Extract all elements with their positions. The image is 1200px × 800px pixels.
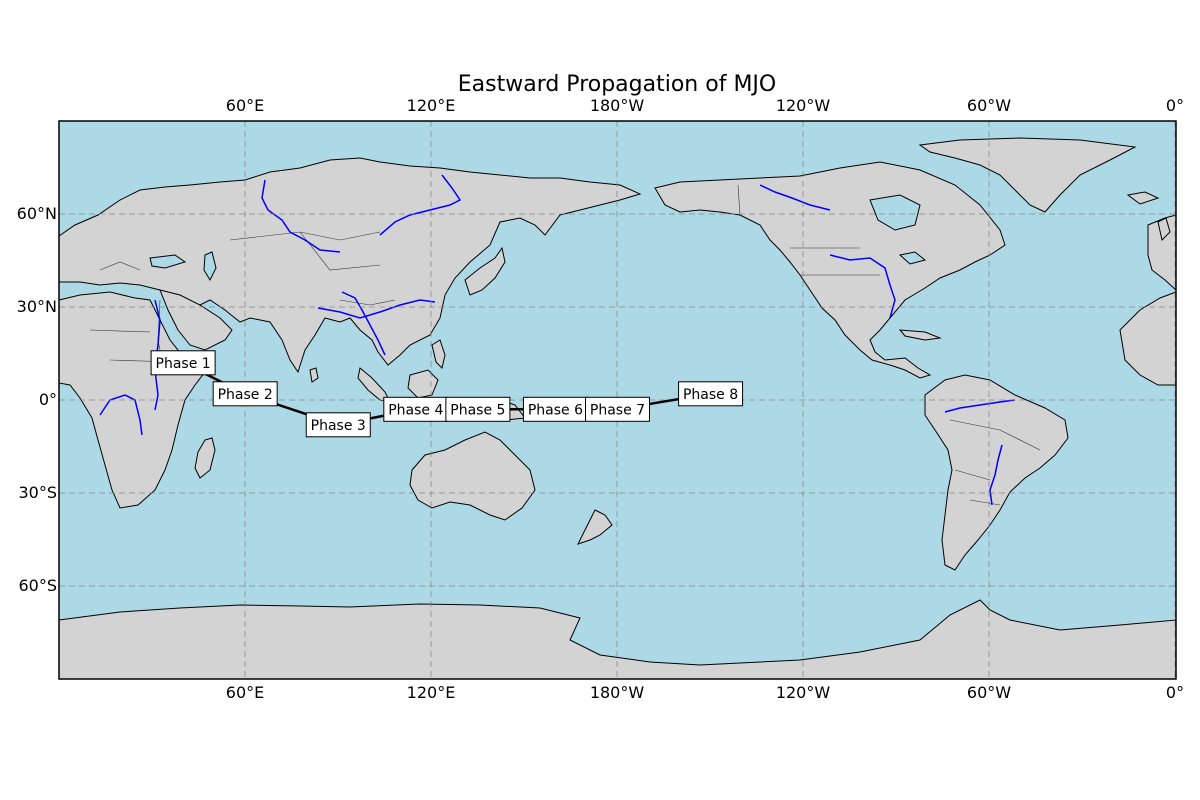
europe-west-edge <box>1147 214 1177 292</box>
lon-tick-top: 180°W <box>590 96 645 115</box>
mjo-phase-label-box <box>305 412 371 438</box>
philippines <box>431 339 446 369</box>
mjo-phase-label: Phase 8 <box>678 381 744 407</box>
hudson-bay <box>869 194 921 231</box>
mjo-phase-labels: Phase 1 Phase 2 Phase 3 Phase 4 Phase 5 Phase… <box>150 350 744 438</box>
mjo-phase-label-text: Phase 1 <box>156 356 211 372</box>
mjo-phase-label: Phase 4 <box>383 396 449 422</box>
caspian-sea <box>203 251 217 282</box>
mjo-phase-label-box <box>522 396 588 422</box>
map-panel <box>58 120 1177 680</box>
cuba <box>898 329 942 341</box>
new-zealand <box>577 509 613 545</box>
mjo-phase-label-text: Phase 8 <box>683 387 738 403</box>
south-america <box>924 374 1069 571</box>
arabia <box>159 289 233 351</box>
rivers <box>99 174 1016 506</box>
greenland <box>918 137 1137 213</box>
mississippi-river <box>829 254 896 319</box>
lon-tick-top: 60°E <box>226 96 264 115</box>
black-sea <box>149 254 187 269</box>
mjo-phase-label-text: Phase 2 <box>218 387 273 403</box>
ganges-river <box>341 291 386 356</box>
map-title: Eastward Propagation of MJO <box>458 72 776 97</box>
lon-tick-bottom: 0° <box>1166 683 1184 702</box>
mjo-phase-label-box <box>585 396 650 422</box>
amazon-river <box>944 399 1016 413</box>
mjo-phase-label: Phase 5 <box>445 396 511 422</box>
lon-tick-top: 120°E <box>407 96 456 115</box>
mjo-phase-label: Phase 6 <box>522 396 588 422</box>
sri-lanka <box>309 367 319 383</box>
lon-tick-top: 60°W <box>967 96 1011 115</box>
lon-tick-bottom: 180°W <box>590 683 645 702</box>
mjo-phase-label-text: Phase 7 <box>590 402 645 418</box>
iceland <box>1126 191 1160 205</box>
siberian-river-1 <box>261 179 341 253</box>
map-border <box>58 120 1177 680</box>
mjo-phase-label: Phase 7 <box>585 396 650 422</box>
lat-tick: 30°S <box>18 483 57 502</box>
mjo-phase-label-text: Phase 4 <box>388 402 443 418</box>
lon-tick-top: 0° <box>1166 96 1184 115</box>
lon-tick-bottom: 120°W <box>776 683 831 702</box>
lon-tick-labels-top: 60°E 120°E 180°W 120°W 60°W 0° <box>226 96 1184 115</box>
mjo-phase-label-text: Phase 5 <box>450 402 505 418</box>
mjo-phase-label-box <box>150 350 216 376</box>
lon-tick-bottom: 60°W <box>967 683 1011 702</box>
yangtze-river <box>317 299 436 319</box>
uk <box>1157 217 1171 241</box>
lon-tick-bottom: 120°E <box>407 683 456 702</box>
congo-river <box>99 394 143 436</box>
parana-river <box>989 444 1003 506</box>
siberian-river-2 <box>379 174 462 236</box>
antarctica <box>58 599 1177 680</box>
lon-tick-labels-bottom: 60°E 120°E 180°W 120°W 60°W 0° <box>226 683 1184 702</box>
lat-tick: 60°N <box>17 204 57 223</box>
eurasia-landmass <box>58 157 642 374</box>
australia <box>409 431 536 521</box>
mjo-phase-label: Phase 1 <box>150 350 216 376</box>
lon-tick-bottom: 60°E <box>226 683 264 702</box>
madagascar <box>194 437 216 479</box>
lakes <box>149 194 927 282</box>
great-lakes <box>898 251 927 265</box>
mjo-phase-label-text: Phase 3 <box>311 418 366 434</box>
lat-tick-labels: 60°N 30°N 0° 30°S 60°S <box>17 204 57 595</box>
mjo-phase-label-text: Phase 6 <box>528 402 583 418</box>
lat-tick: 60°S <box>18 576 57 595</box>
mackenzie-river <box>759 184 831 211</box>
mjo-phase-label: Phase 3 <box>305 412 371 438</box>
mjo-phase-label: Phase 2 <box>212 381 278 407</box>
japan <box>464 246 506 296</box>
mjo-phase-label-box <box>678 381 744 407</box>
mjo-phase-label-box <box>212 381 278 407</box>
lat-tick: 30°N <box>17 297 57 316</box>
lon-tick-top: 120°W <box>776 96 831 115</box>
gridlines <box>59 121 1176 679</box>
mjo-phase-label-box <box>445 396 511 422</box>
lat-tick: 0° <box>39 390 57 409</box>
